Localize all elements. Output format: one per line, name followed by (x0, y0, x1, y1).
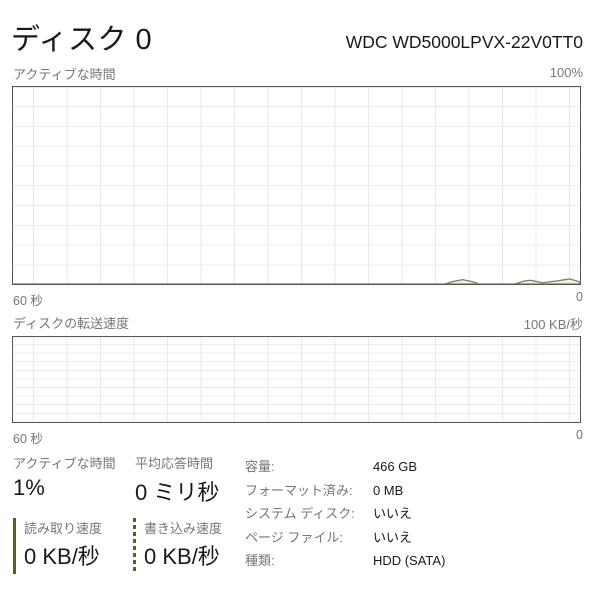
transfer-axis-right: 0 (576, 428, 583, 442)
read-speed-legend-bar (13, 518, 16, 574)
transfer-max-label: 100 KB/秒 (523, 317, 583, 332)
table-row: システム ディスク: いいえ (245, 502, 445, 526)
active-time-series (13, 87, 580, 284)
response-time-stat-label: 平均応答時間 (135, 456, 214, 471)
response-time-stat: 平均応答時間 0 ミリ秒 (135, 453, 219, 507)
system-disk-label: システム ディスク: (245, 506, 355, 521)
write-speed-label: 書き込み速度 (144, 521, 223, 536)
active-time-axis-left: 60 秒 (13, 294, 43, 308)
page-file-label: ページ ファイル: (245, 529, 343, 545)
active-time-max-label: 100% (549, 65, 583, 80)
formatted-value: 0 MB (372, 482, 404, 498)
active-time-stat: アクティブな時間 1% (13, 453, 116, 501)
page-title: ディスク 0 (11, 24, 153, 56)
response-time-stat-value: 0 ミリ秒 (135, 480, 220, 505)
table-row: 種類: HDD (SATA) (245, 549, 445, 573)
type-label: 種類: (245, 553, 275, 568)
table-row: ページ ファイル: いいえ (245, 526, 445, 550)
capacity-value: 466 GB (372, 459, 418, 474)
transfer-axis-left: 60 秒 (13, 432, 43, 446)
table-row: フォーマット済み: 0 MB (245, 479, 445, 503)
type-value: HDD (SATA) (372, 553, 446, 568)
write-speed-value: 0 KB/秒 (144, 544, 220, 569)
active-time-axis-right: 0 (576, 290, 583, 304)
write-speed-legend-bar (133, 518, 136, 574)
system-disk-value: いいえ (372, 506, 412, 521)
write-speed-stat: 書き込み速度 0 KB/秒 (133, 518, 222, 574)
page-file-value: いいえ (372, 529, 412, 545)
active-time-chart (12, 86, 581, 285)
transfer-chart-title: ディスクの転送速度 (13, 316, 130, 331)
table-row: 容量: 466 GB (245, 455, 445, 479)
transfer-rate-series (13, 337, 580, 422)
active-time-stat-value: 1% (13, 475, 45, 500)
active-time-stat-label: アクティブな時間 (13, 456, 116, 471)
disk-details-table: 容量: 466 GB フォーマット済み: 0 MB システム ディスク: いいえ… (245, 455, 445, 573)
transfer-rate-chart (12, 336, 581, 423)
device-model-label: WDC WD5000LPVX-22V0TT0 (345, 32, 583, 52)
read-speed-label: 読み取り速度 (24, 521, 103, 536)
read-speed-value: 0 KB/秒 (24, 544, 100, 569)
formatted-label: フォーマット済み: (245, 482, 353, 498)
capacity-label: 容量: (245, 459, 275, 474)
read-speed-stat: 読み取り速度 0 KB/秒 (13, 518, 102, 574)
active-time-chart-title: アクティブな時間 (13, 67, 116, 82)
